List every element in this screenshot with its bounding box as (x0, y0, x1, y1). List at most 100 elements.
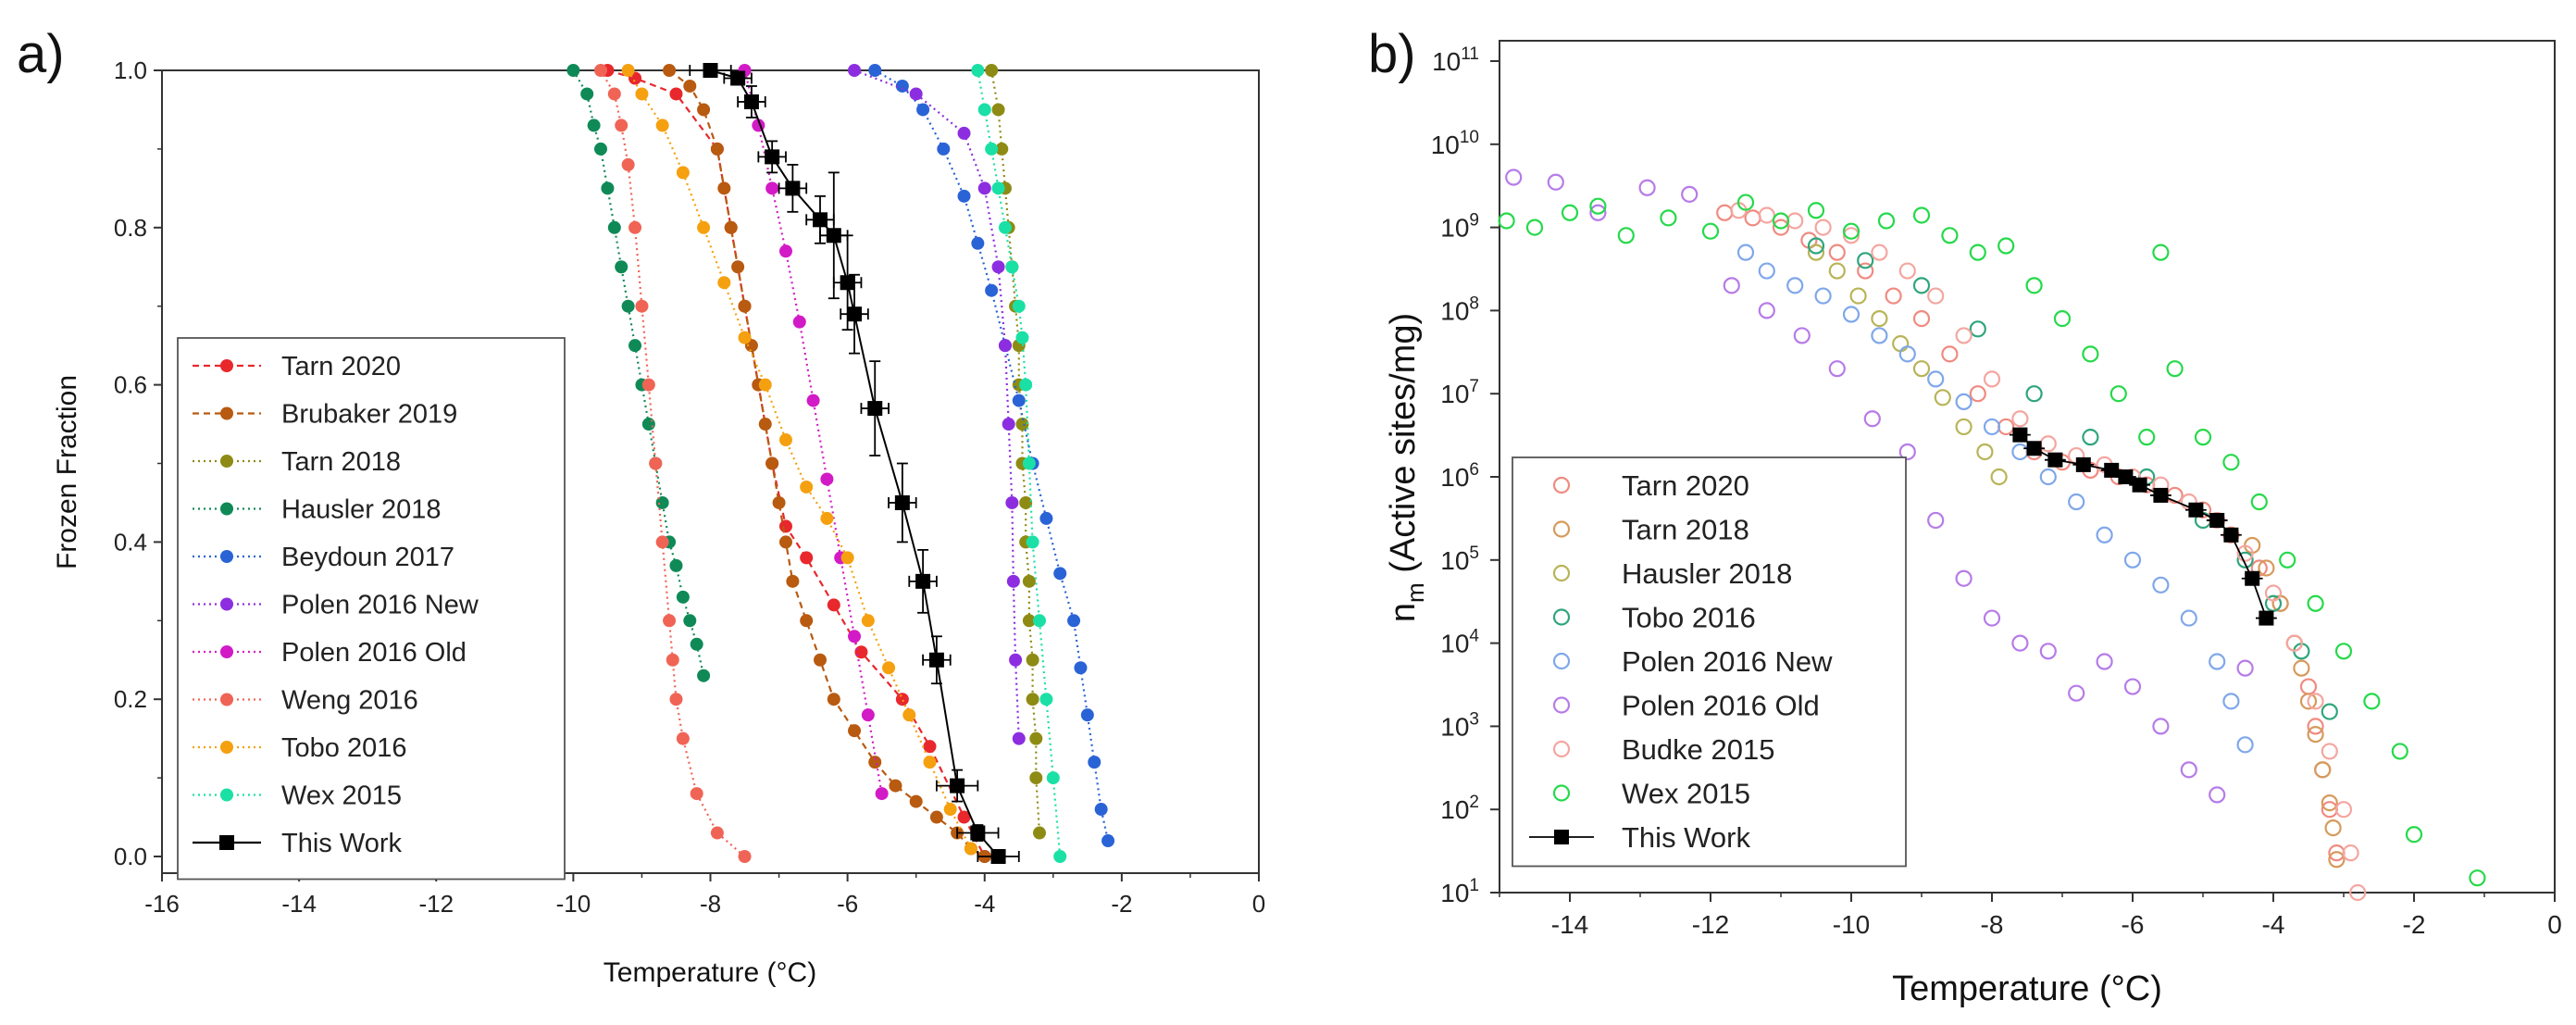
legend-entry-weng-2016: Weng 2016 (193, 686, 418, 716)
panel-b-plot-area (1499, 40, 2556, 894)
x-tick-label: -2 (2403, 910, 2426, 939)
data-point (1026, 535, 1039, 549)
data-point (2223, 527, 2239, 543)
data-point (827, 693, 840, 706)
data-point (1892, 335, 1910, 353)
data-point (587, 119, 601, 132)
data-point (2012, 427, 2028, 443)
data-point (1039, 511, 1053, 525)
data-point (848, 64, 862, 77)
x-tick-label: 0 (1252, 890, 1265, 918)
data-point (1807, 244, 1825, 261)
data-point (594, 142, 607, 156)
x-tick-label: -4 (974, 890, 995, 918)
series-line (668, 69, 986, 857)
data-point (2082, 429, 2099, 446)
data-point (1807, 237, 1825, 255)
legend-entry-tarn-2018: Tarn 2018 (193, 447, 401, 477)
data-point (1934, 389, 1951, 406)
legend-label: Beydoun 2017 (281, 543, 454, 572)
data-point (957, 126, 971, 140)
legend-marker (1552, 784, 1571, 802)
data-point (929, 810, 943, 824)
data-point (1525, 219, 1544, 236)
data-point (2132, 477, 2147, 493)
data-point (1885, 287, 1902, 305)
series-line (977, 69, 1062, 857)
legend-marker (1552, 476, 1571, 494)
data-point (2104, 462, 2120, 478)
data-point (778, 535, 792, 549)
data-point (2180, 609, 2197, 627)
data-point (840, 275, 855, 291)
data-point (2299, 693, 2318, 710)
data-point (607, 220, 621, 234)
data-point (1033, 826, 1046, 840)
data-point (902, 708, 916, 722)
legend-entry-polen-2016-new: Polen 2016 New (1552, 645, 1833, 678)
data-point (655, 535, 669, 549)
panel-a-legend: Tarn 2020 Brubaker 2019 Tarn 2018 Hausler 2… (177, 337, 566, 881)
data-point (2068, 493, 2085, 511)
y-tick-exponent: 7 (1469, 377, 1479, 396)
data-point (2236, 736, 2254, 754)
data-point (738, 331, 752, 344)
data-point (1863, 410, 1881, 428)
data-point (738, 850, 752, 863)
data-point (1638, 179, 1656, 196)
data-point (861, 708, 875, 722)
data-point (2363, 693, 2381, 710)
data-point (977, 181, 991, 195)
data-point (2011, 410, 2029, 428)
data-point (1793, 327, 1811, 344)
data-point (1983, 418, 2001, 436)
data-point (2025, 385, 2043, 403)
data-point (1006, 574, 1020, 588)
data-point (1871, 310, 1888, 328)
data-point (867, 401, 883, 417)
data-point (1898, 345, 1916, 363)
y-tick-label: 1010 (1431, 128, 1479, 159)
legend-label: Polen 2016 Old (281, 638, 467, 668)
y-tick-base: 10 (1440, 879, 1469, 907)
legend-marker (1552, 652, 1571, 670)
data-point (895, 79, 909, 93)
data-point (950, 778, 965, 794)
data-point (2391, 743, 2408, 760)
legend-marker (220, 406, 233, 420)
panel-b-axes: -14 -12 -10 -8 -6 -4 -2 01011021031041051061071… (1431, 44, 2562, 939)
legend-label: Tobo 2016 (281, 733, 406, 763)
data-point (697, 669, 711, 682)
legend-label: Tarn 2020 (1622, 469, 1749, 502)
data-point (1828, 360, 1846, 378)
data-point (985, 283, 999, 297)
y-tick-label: 0.8 (114, 214, 147, 242)
data-point (1877, 212, 1896, 230)
data-point (2236, 551, 2254, 569)
data-point (991, 181, 1005, 195)
data-point (690, 637, 703, 651)
data-point (827, 598, 840, 612)
y-tick-label: 0.2 (114, 685, 147, 713)
data-point (1009, 653, 1023, 667)
data-point (1681, 185, 1699, 203)
data-point (663, 64, 677, 77)
data-point (923, 740, 937, 754)
legend-marker (220, 693, 233, 706)
data-point (1029, 731, 1043, 745)
data-point (847, 306, 863, 322)
data-point (2264, 584, 2283, 602)
data-point (778, 244, 792, 258)
data-point (1067, 614, 1081, 628)
y-tick-label: 1.0 (114, 56, 147, 84)
data-point (1955, 418, 1972, 436)
panel-b-y-axis-title-sub: m (1401, 582, 1429, 603)
data-point (800, 480, 814, 494)
series-polen-2016-old (1505, 169, 2254, 804)
series-wex-2015 (1498, 194, 2486, 887)
data-point (894, 494, 910, 510)
data-point (1012, 394, 1026, 407)
data-point (2152, 718, 2170, 735)
y-tick-exponent: 3 (1469, 709, 1479, 729)
series-tobo-2016 (621, 64, 977, 856)
